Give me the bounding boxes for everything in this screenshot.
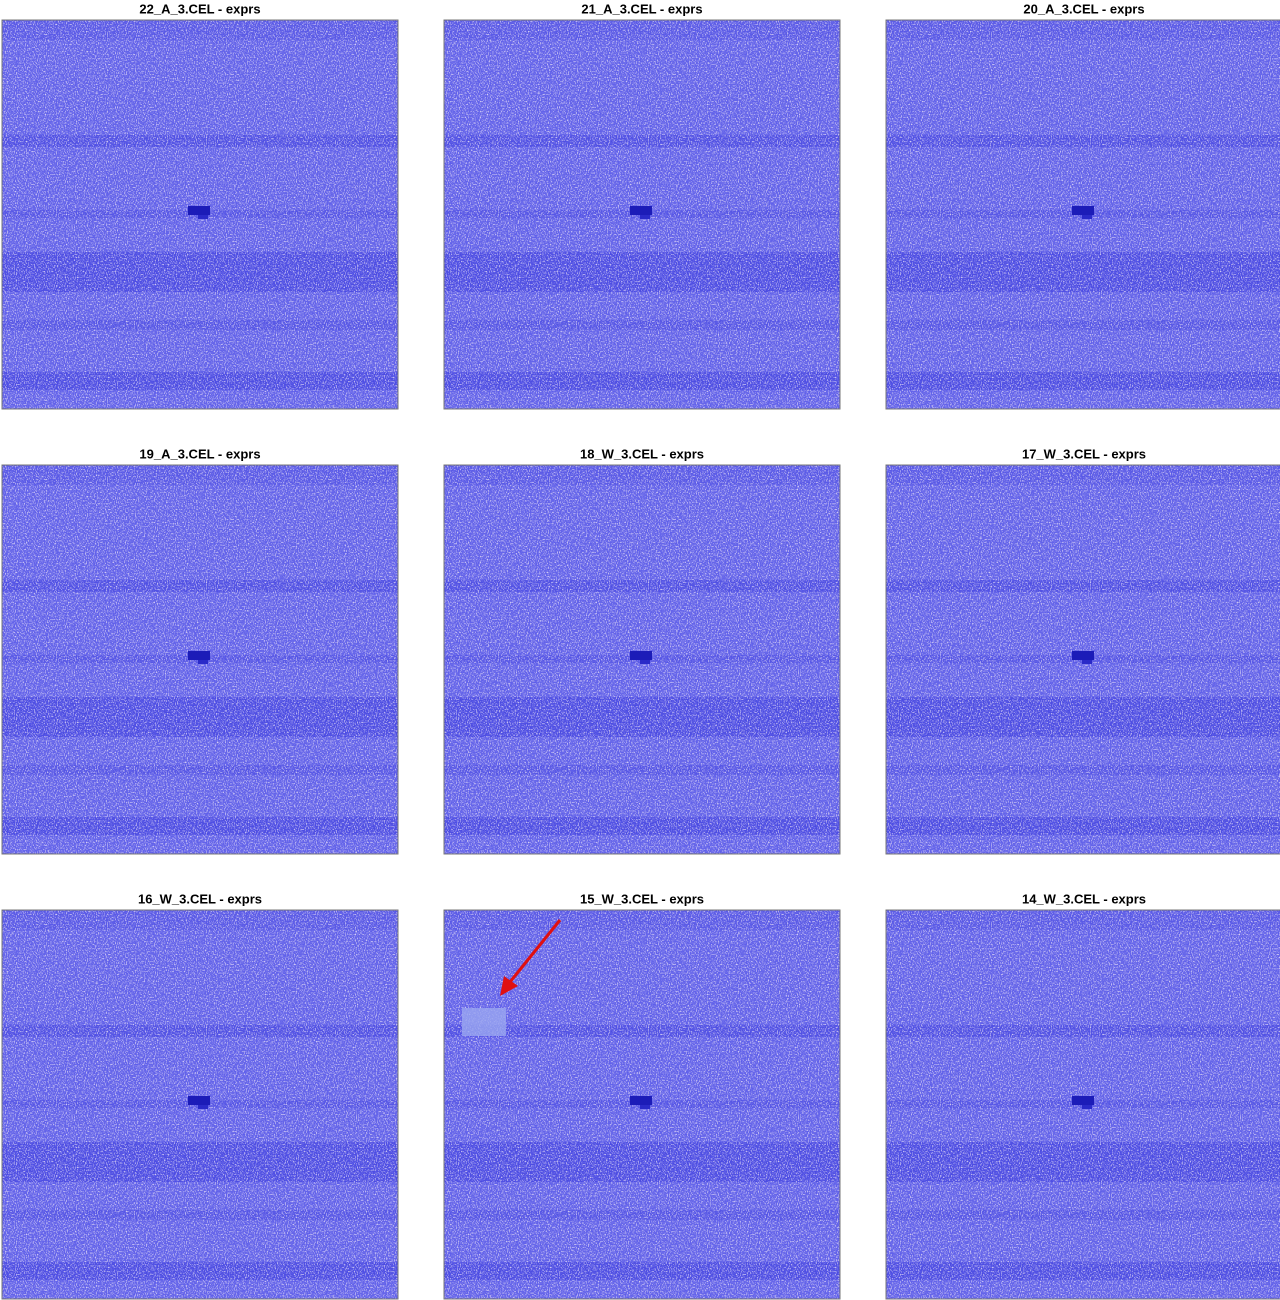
frame (443, 19, 841, 410)
arrow-head (500, 976, 518, 996)
control-spot (640, 1105, 650, 1109)
panel: 21_A_3.CEL - exprs (443, 1, 841, 410)
panel-title: 15_W_3.CEL - exprs (580, 891, 704, 906)
panel: 19_A_3.CEL - exprs (1, 446, 399, 855)
control-spot (1072, 1096, 1094, 1105)
panel: 16_W_3.CEL - exprs (1, 891, 399, 1300)
control-spot (1082, 1105, 1092, 1109)
control-spot (1082, 660, 1092, 664)
control-spot (198, 215, 208, 219)
control-spot (640, 660, 650, 664)
panel-title: 20_A_3.CEL - exprs (1023, 1, 1144, 16)
frame (885, 909, 1280, 1300)
panel-title: 18_W_3.CEL - exprs (580, 446, 704, 461)
panel-title: 16_W_3.CEL - exprs (138, 891, 262, 906)
control-spot (1072, 651, 1094, 660)
panel: 22_A_3.CEL - exprs (1, 1, 399, 410)
arrow-shaft (508, 919, 562, 983)
frame (885, 464, 1280, 855)
control-spot (188, 206, 210, 215)
panel: 20_A_3.CEL - exprs (885, 1, 1280, 410)
control-spot (630, 206, 652, 215)
control-spot (188, 1096, 210, 1105)
control-spot (640, 215, 650, 219)
panel: 18_W_3.CEL - exprs (443, 446, 841, 855)
panel-title: 21_A_3.CEL - exprs (581, 1, 702, 16)
control-spot (630, 651, 652, 660)
control-spot (198, 1105, 208, 1109)
panel: 14_W_3.CEL - exprs (885, 891, 1280, 1300)
control-spot (630, 1096, 652, 1105)
frame (1, 464, 399, 855)
frame (1, 909, 399, 1300)
frame (443, 464, 841, 855)
panel-title: 22_A_3.CEL - exprs (139, 1, 260, 16)
panel: 15_W_3.CEL - exprs (443, 891, 841, 1300)
frame (443, 909, 841, 1300)
panel-title: 17_W_3.CEL - exprs (1022, 446, 1146, 461)
control-spot (1072, 206, 1094, 215)
panel-title: 14_W_3.CEL - exprs (1022, 891, 1146, 906)
panel: 17_W_3.CEL - exprs (885, 446, 1280, 855)
frame (1, 19, 399, 410)
panel-title: 19_A_3.CEL - exprs (139, 446, 260, 461)
artifact-patch (462, 1008, 506, 1036)
control-spot (198, 660, 208, 664)
frame (885, 19, 1280, 410)
control-spot (188, 651, 210, 660)
control-spot (1082, 215, 1092, 219)
